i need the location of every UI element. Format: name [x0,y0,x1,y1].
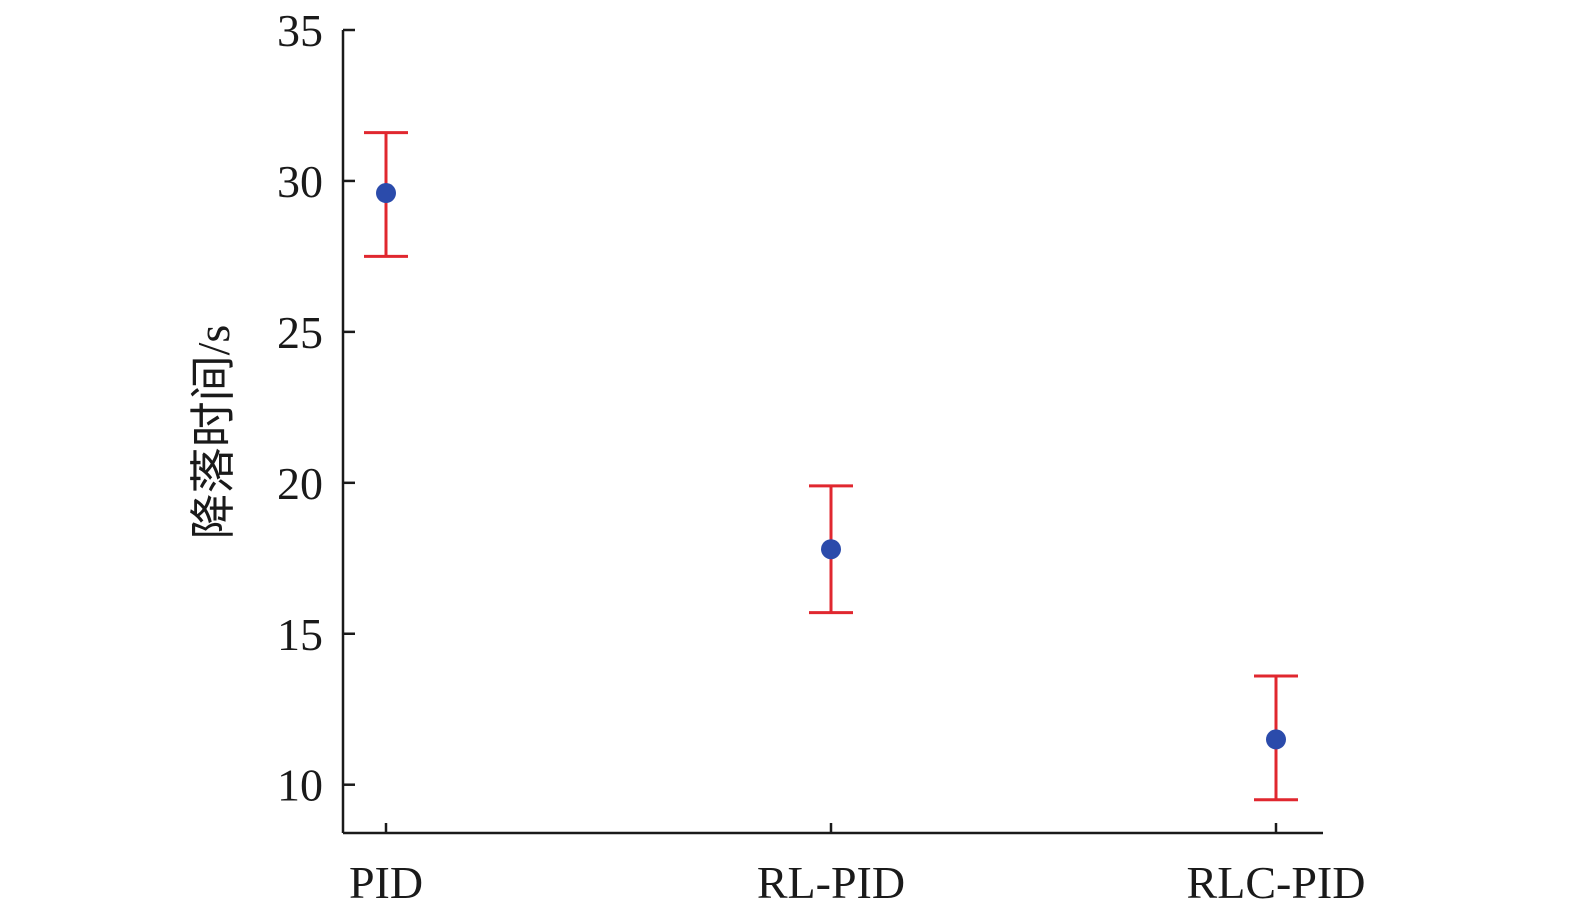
y-tick-label: 20 [277,458,323,509]
data-point [821,539,841,560]
y-tick-label: 15 [277,609,323,660]
x-tick-label: RLC-PID [1187,857,1366,908]
data-point [376,183,396,204]
y-ticks: 10 15 20 25 30 35 [277,5,355,811]
x-tick-label: PID [349,857,423,908]
x-ticks: PID RL-PID RLC-PID [349,823,1366,908]
y-tick-label: 30 [277,156,323,207]
axes [341,30,1323,835]
data-point [1266,729,1286,750]
y-axis-title: 降落时间/s [188,325,239,540]
data-points [376,183,1286,750]
y-tick-label: 35 [277,5,323,56]
x-tick-label: RL-PID [757,857,905,908]
y-tick-label: 10 [277,760,323,811]
y-tick-label: 25 [277,307,323,358]
error-bars [364,131,1298,802]
